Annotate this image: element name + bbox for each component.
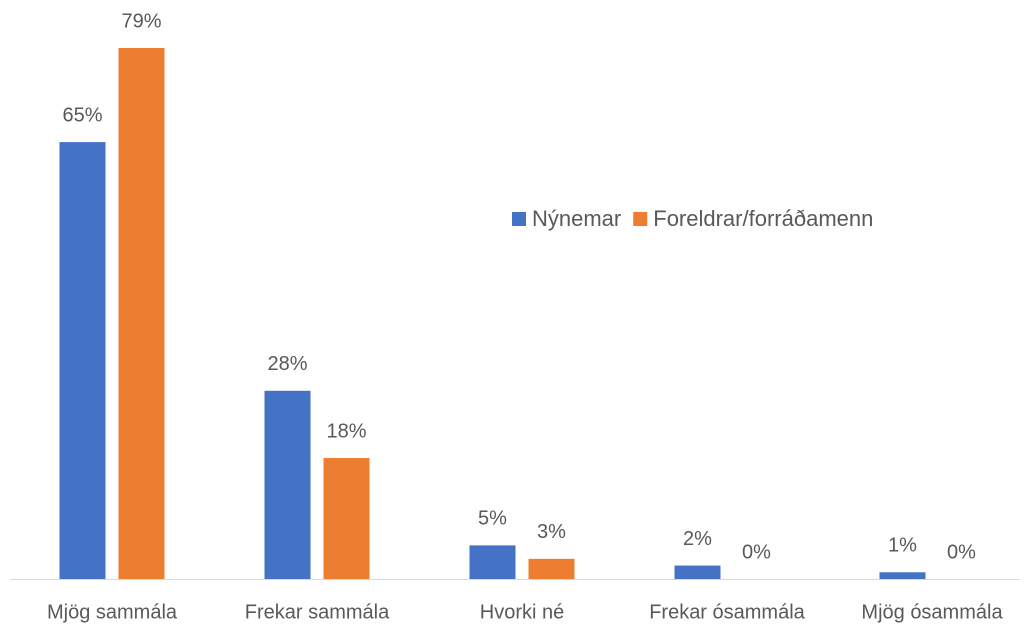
- legend-swatch: [633, 212, 648, 226]
- bar: [879, 572, 926, 579]
- bar: [528, 558, 575, 579]
- bar: [264, 390, 311, 579]
- x-tick-label: Hvorki né: [480, 601, 564, 623]
- bar: [118, 48, 165, 579]
- bar: [59, 142, 106, 580]
- legend-label: Foreldrar/forráðamenn: [653, 206, 873, 231]
- data-label: 79%: [121, 10, 161, 32]
- data-label: 65%: [62, 104, 102, 126]
- x-tick-label: Mjög sammála: [47, 601, 178, 623]
- bar: [323, 458, 370, 579]
- data-label: 0%: [742, 541, 771, 563]
- x-tick-label: Frekar ósammála: [649, 601, 805, 623]
- legend-swatch: [512, 212, 526, 226]
- data-label: 5%: [478, 508, 507, 530]
- data-label: 0%: [947, 541, 976, 563]
- bar: [674, 565, 721, 579]
- data-label: 3%: [537, 521, 566, 543]
- legend-label: Nýnemar: [532, 206, 621, 231]
- x-tick-label: Mjög ósammála: [861, 601, 1003, 623]
- data-label: 1%: [888, 535, 917, 557]
- x-tick-label: Frekar sammála: [245, 601, 390, 623]
- data-label: 2%: [683, 528, 712, 550]
- data-label: 28%: [267, 353, 307, 375]
- bar: [469, 545, 516, 579]
- data-label: 18%: [326, 420, 366, 442]
